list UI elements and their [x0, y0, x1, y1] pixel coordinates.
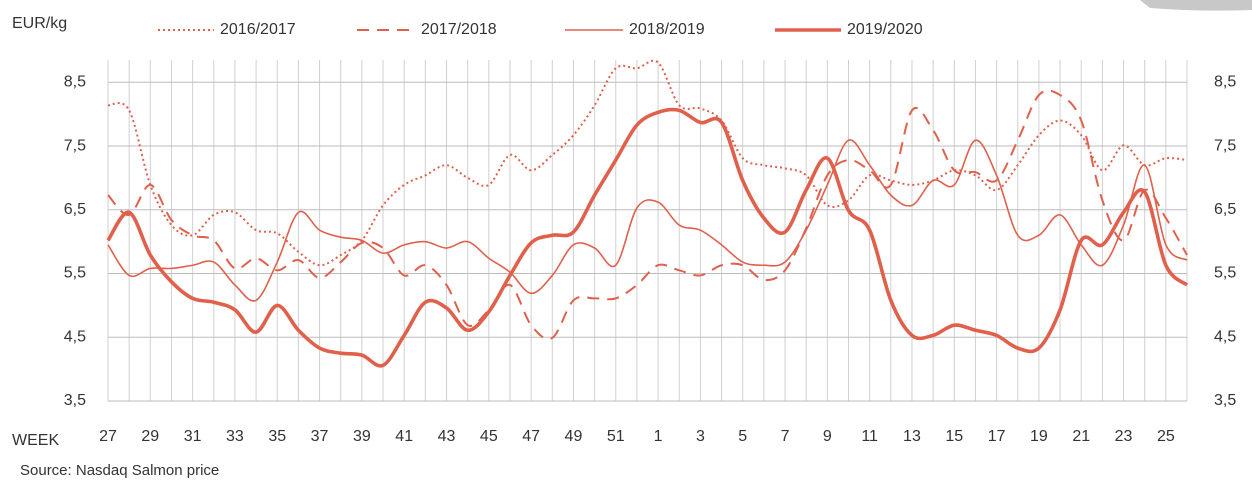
x-tick-label: 7 [781, 428, 790, 445]
x-tick-label: 35 [268, 428, 286, 445]
fish-image [1140, 0, 1252, 11]
x-tick-label: 9 [823, 428, 832, 445]
y-axis-label: EUR/kg [12, 15, 67, 32]
x-tick-label: 21 [1072, 428, 1090, 445]
x-tick-label: 51 [607, 428, 625, 445]
x-tick-label: 13 [903, 428, 921, 445]
y-tick-label: 8,5 [64, 74, 86, 91]
x-tick-label: 17 [988, 428, 1006, 445]
x-tick-label: 25 [1157, 428, 1175, 445]
x-tick-label: 43 [438, 428, 456, 445]
x-tick-label: 23 [1115, 428, 1133, 445]
grid [107, 60, 1188, 402]
series-line [106, 107, 1189, 368]
y2-tick-label: 7,5 [1214, 137, 1236, 154]
x-tick-label: 11 [861, 428, 878, 445]
y-tick-label: 5,5 [64, 265, 86, 282]
series-line [107, 59, 1188, 267]
x-tick-label: 15 [945, 428, 963, 445]
x-tick-label: 37 [311, 428, 329, 445]
series-line [107, 89, 1188, 340]
x-tick-label: 3 [696, 428, 705, 445]
y2-tick-label: 5,5 [1214, 265, 1236, 282]
y-tick-label: 6,5 [64, 201, 86, 218]
x-axis-label: WEEK [12, 432, 59, 449]
x-tick-label: 29 [141, 428, 159, 445]
x-tick-label: 19 [1030, 428, 1048, 445]
legend-label: 2016/2017 [220, 21, 296, 38]
x-tick-label: 47 [522, 428, 540, 445]
y-tick-label: 7,5 [64, 137, 86, 154]
y-tick-label: 3,5 [64, 392, 86, 409]
lines [106, 59, 1189, 368]
series-line [107, 139, 1188, 302]
y2-tick-label: 8,5 [1214, 74, 1236, 91]
x-tick-label: 33 [226, 428, 244, 445]
legend-label: 2017/2018 [421, 21, 497, 38]
x-tick-label: 39 [353, 428, 371, 445]
legend-label: 2019/2020 [847, 21, 923, 38]
y-tick-label: 4,5 [64, 328, 86, 345]
x-tick-label: 27 [99, 428, 117, 445]
y2-tick-label: 3,5 [1214, 392, 1236, 409]
x-tick-label: 1 [654, 428, 663, 445]
x-tick-label: 45 [480, 428, 498, 445]
y2-tick-label: 6,5 [1214, 201, 1236, 218]
legend-label: 2018/2019 [629, 21, 705, 38]
x-tick-label: 41 [395, 428, 413, 445]
x-tick-label: 31 [184, 428, 202, 445]
x-tick-label: 49 [565, 428, 583, 445]
source-note: Source: Nasdaq Salmon price [20, 462, 219, 479]
y2-tick-label: 4,5 [1214, 328, 1236, 345]
x-tick-label: 5 [738, 428, 747, 445]
